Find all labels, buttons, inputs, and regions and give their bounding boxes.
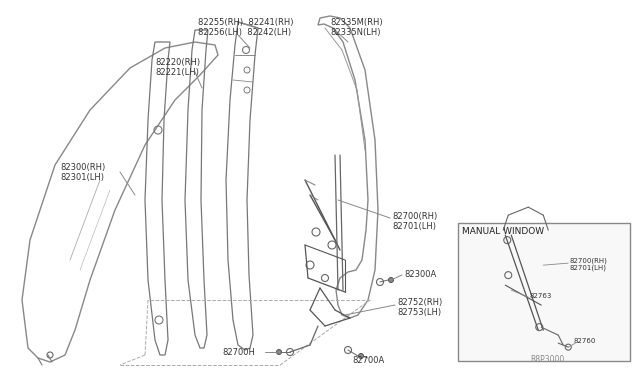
Text: 82255(RH)  82241(RH)
82256(LH)  82242(LH): 82255(RH) 82241(RH) 82256(LH) 82242(LH) [198, 18, 294, 38]
Text: 82335M(RH)
82335N(LH): 82335M(RH) 82335N(LH) [330, 18, 383, 38]
Bar [458, 223, 630, 361]
Text: 82700A: 82700A [352, 356, 384, 365]
Text: 82760: 82760 [573, 338, 596, 344]
Circle shape [388, 278, 394, 282]
Text: MANUAL WINDOW: MANUAL WINDOW [461, 227, 544, 236]
Text: 82220(RH)
82221(LH): 82220(RH) 82221(LH) [155, 58, 200, 77]
Circle shape [358, 353, 364, 359]
Text: 82300(RH)
82301(LH): 82300(RH) 82301(LH) [60, 163, 105, 182]
Text: 82700(RH)
82701(LH): 82700(RH) 82701(LH) [569, 257, 607, 271]
Text: 82700(RH)
82701(LH): 82700(RH) 82701(LH) [392, 212, 437, 231]
Circle shape [276, 350, 282, 355]
Text: 82763: 82763 [529, 293, 552, 299]
Text: 82300A: 82300A [404, 270, 436, 279]
Text: 82752(RH)
82753(LH): 82752(RH) 82753(LH) [397, 298, 442, 317]
Text: R8P3000: R8P3000 [530, 355, 564, 364]
Text: 82700H: 82700H [222, 348, 255, 357]
